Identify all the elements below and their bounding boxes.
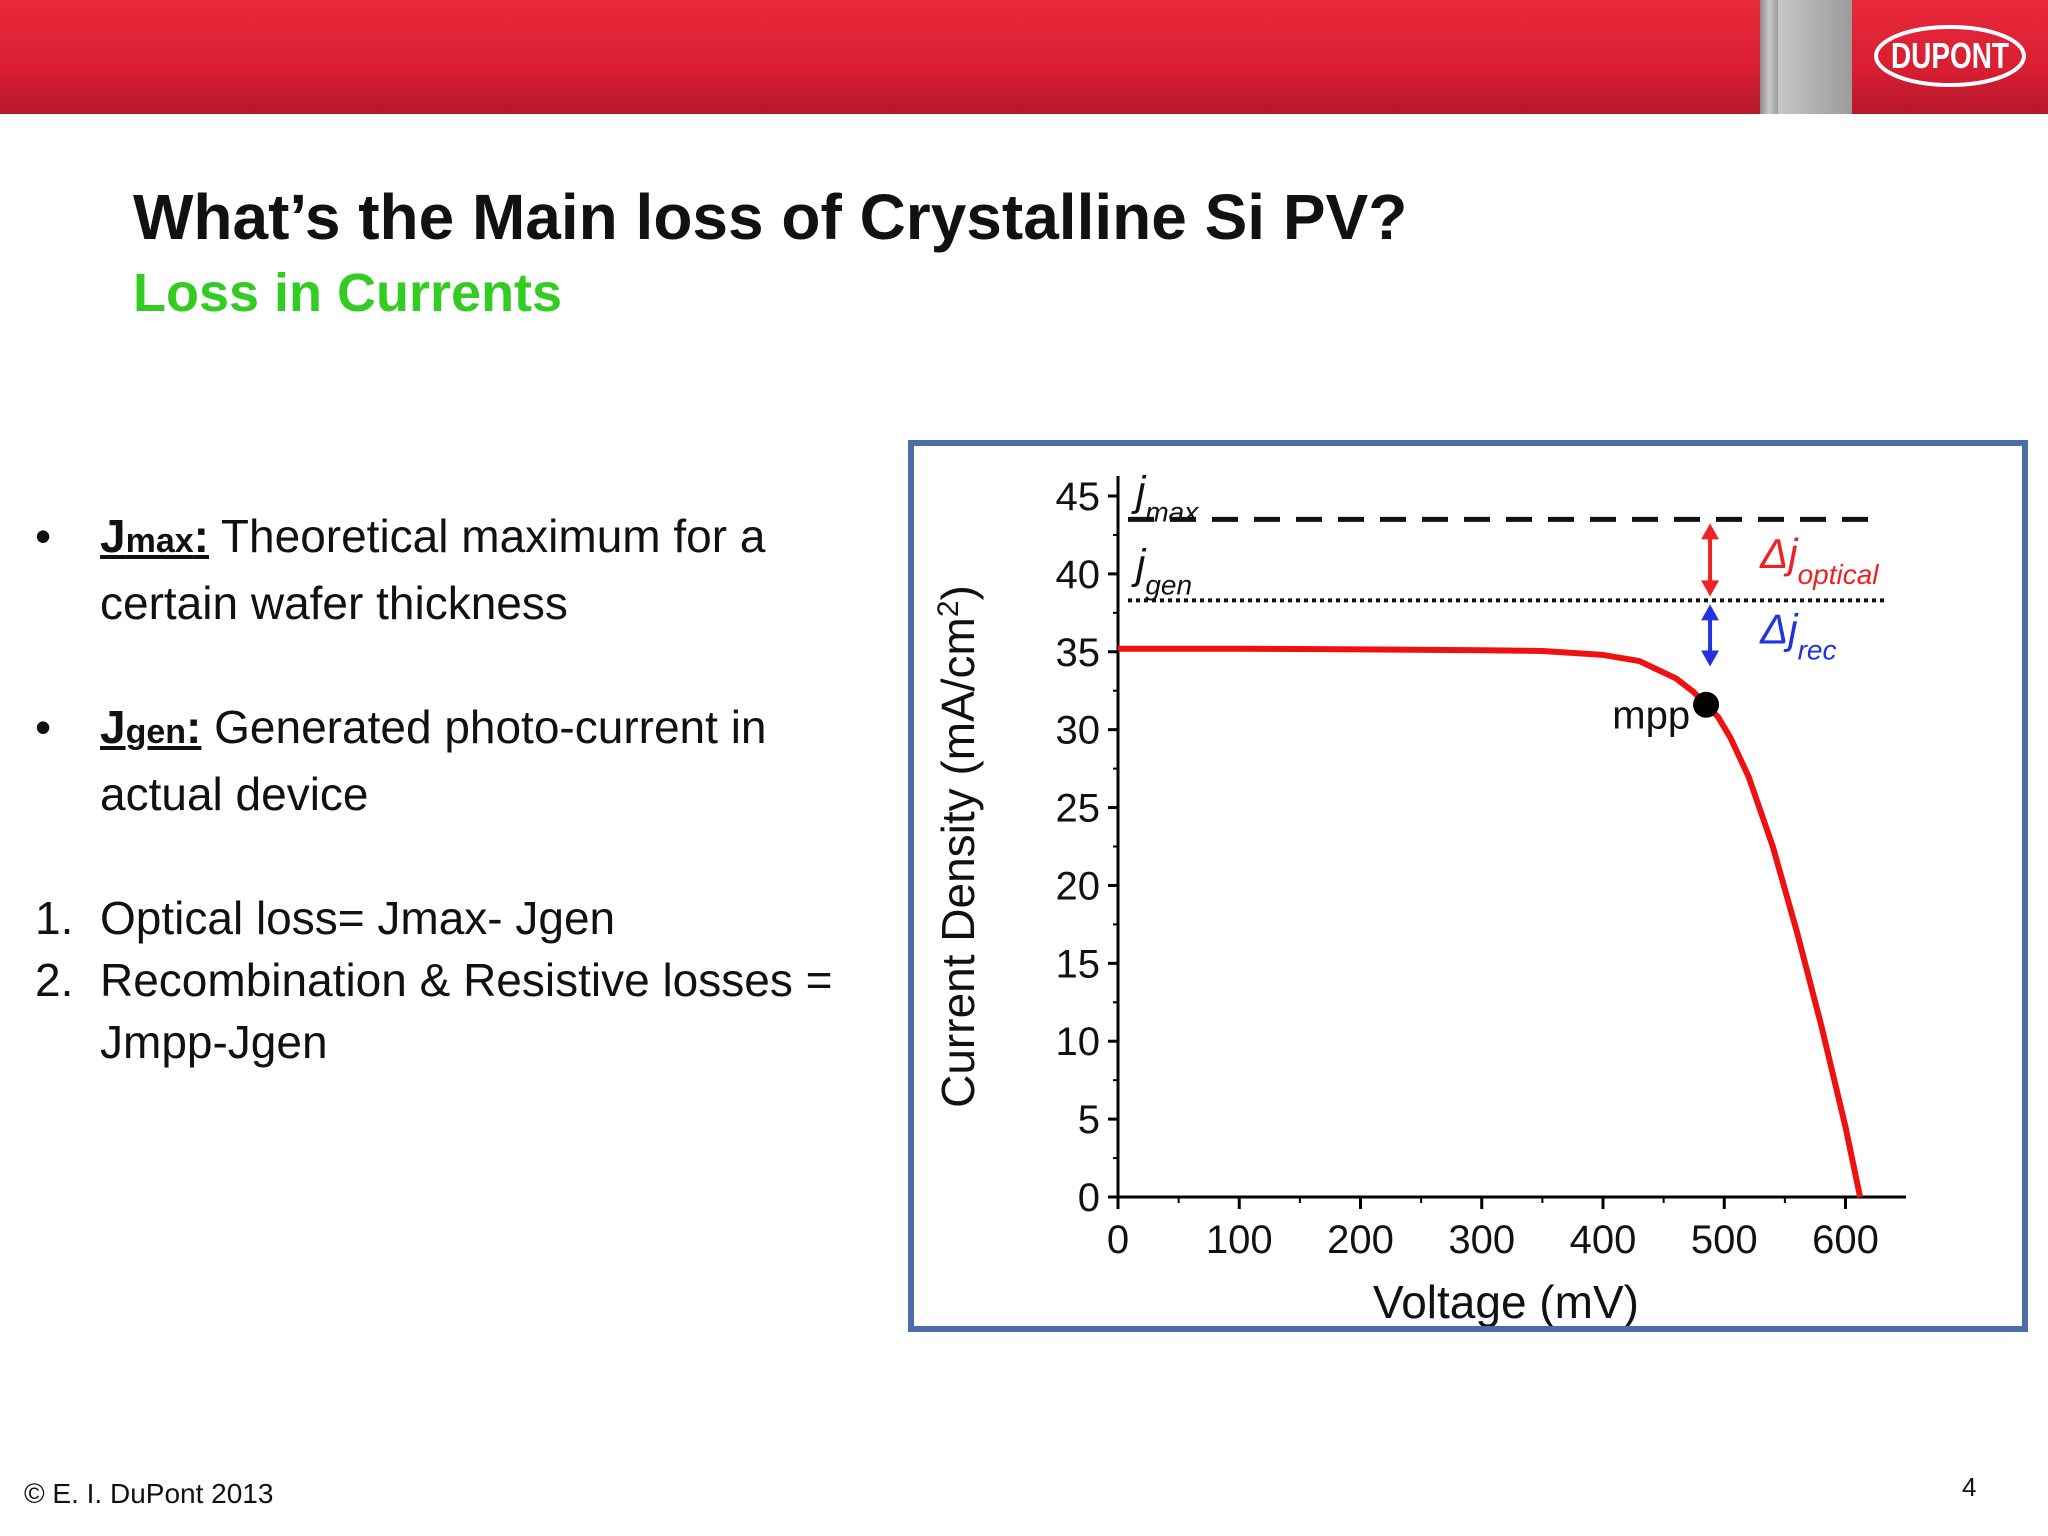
bullet-text: Theoretical maximum for a certain wafer … — [100, 510, 766, 629]
y-tick-label: 0 — [1078, 1176, 1100, 1220]
bullet-jgen: • Jgen: Generated photo-current in actua… — [35, 696, 895, 825]
y-tick-label: 5 — [1078, 1098, 1100, 1142]
y-axis-label: Current Density (mA/cm2) — [932, 585, 985, 1108]
page-subtitle: Loss in Currents — [133, 263, 563, 323]
bullet-text: Generated photo-current in actual device — [100, 701, 767, 820]
bullet-list: • Jmax: Theoretical maximum for a certai… — [35, 505, 895, 1073]
bullet-term: Jgen: — [100, 701, 202, 753]
x-tick-label: 400 — [1570, 1218, 1637, 1262]
y-tick-label: 35 — [1056, 631, 1101, 675]
x-tick-label: 300 — [1448, 1218, 1515, 1262]
arrow-head-rec — [1701, 604, 1720, 621]
x-tick-label: 500 — [1691, 1218, 1758, 1262]
y-tick-label: 45 — [1056, 475, 1101, 519]
chart-frame: 0 5 10 15 20 25 30 35 40 45 0 100 200 300 400 500 600 Vol… — [908, 440, 2028, 1332]
x-tick-label: 200 — [1327, 1218, 1394, 1262]
mpp-point — [1693, 691, 1720, 718]
arrow-head-optical — [1701, 580, 1720, 597]
numbered-text: Recombination & Resistive losses = Jmpp-… — [100, 954, 833, 1068]
numbered-text: Optical loss= Jmax- Jgen — [100, 892, 616, 944]
bullet-term: Jmax: — [100, 510, 209, 562]
annotation-label-rec: Δjrec — [1759, 605, 1836, 665]
arrow-head-optical — [1701, 523, 1720, 540]
bullet-marker: • — [35, 701, 52, 753]
number-marker: 1. — [35, 892, 74, 944]
page-number: 4 — [1962, 1472, 1977, 1502]
y-tick-label: 20 — [1056, 864, 1101, 908]
x-tick-label: 0 — [1107, 1218, 1129, 1262]
numbered-item-2: 2. Recombination & Resistive losses = Jm… — [35, 949, 895, 1073]
y-tick-label: 40 — [1056, 553, 1101, 597]
y-tick-label: 30 — [1056, 709, 1101, 753]
x-axis-label: Voltage (mV) — [1373, 1276, 1639, 1326]
y-tick-label: 15 — [1056, 942, 1101, 986]
page-title: What’s the Main loss of Crystalline Si P… — [133, 181, 1408, 253]
x-tick-label: 600 — [1812, 1218, 1879, 1262]
reference-label-gen: jgen — [1131, 540, 1192, 600]
banner-stripe-light — [1778, 0, 1852, 114]
banner-stripe — [1760, 0, 1778, 114]
annotation-label-optical: Δjoptical — [1759, 530, 1879, 590]
copyright: © E. I. DuPont 2013 — [24, 1478, 274, 1509]
logo-text: DUPONT — [1891, 35, 2009, 76]
header-banner — [0, 0, 2048, 114]
y-tick-label: 25 — [1056, 787, 1101, 831]
bullet-marker: • — [35, 510, 52, 562]
number-marker: 2. — [35, 954, 74, 1006]
arrow-head-rec — [1701, 650, 1720, 667]
dupont-logo: DUPONT — [1874, 25, 2026, 87]
iv-chart: 0 5 10 15 20 25 30 35 40 45 0 100 200 300 400 500 600 Vol… — [932, 467, 1906, 1326]
numbered-item-1: 1. Optical loss= Jmax- Jgen — [35, 887, 895, 949]
series-line-0 — [1118, 645, 1864, 1198]
x-tick-label: 100 — [1206, 1218, 1273, 1262]
bullet-jmax: • Jmax: Theoretical maximum for a certai… — [35, 505, 895, 634]
mpp-label: mpp — [1612, 694, 1690, 738]
y-tick-label: 10 — [1056, 1020, 1101, 1064]
